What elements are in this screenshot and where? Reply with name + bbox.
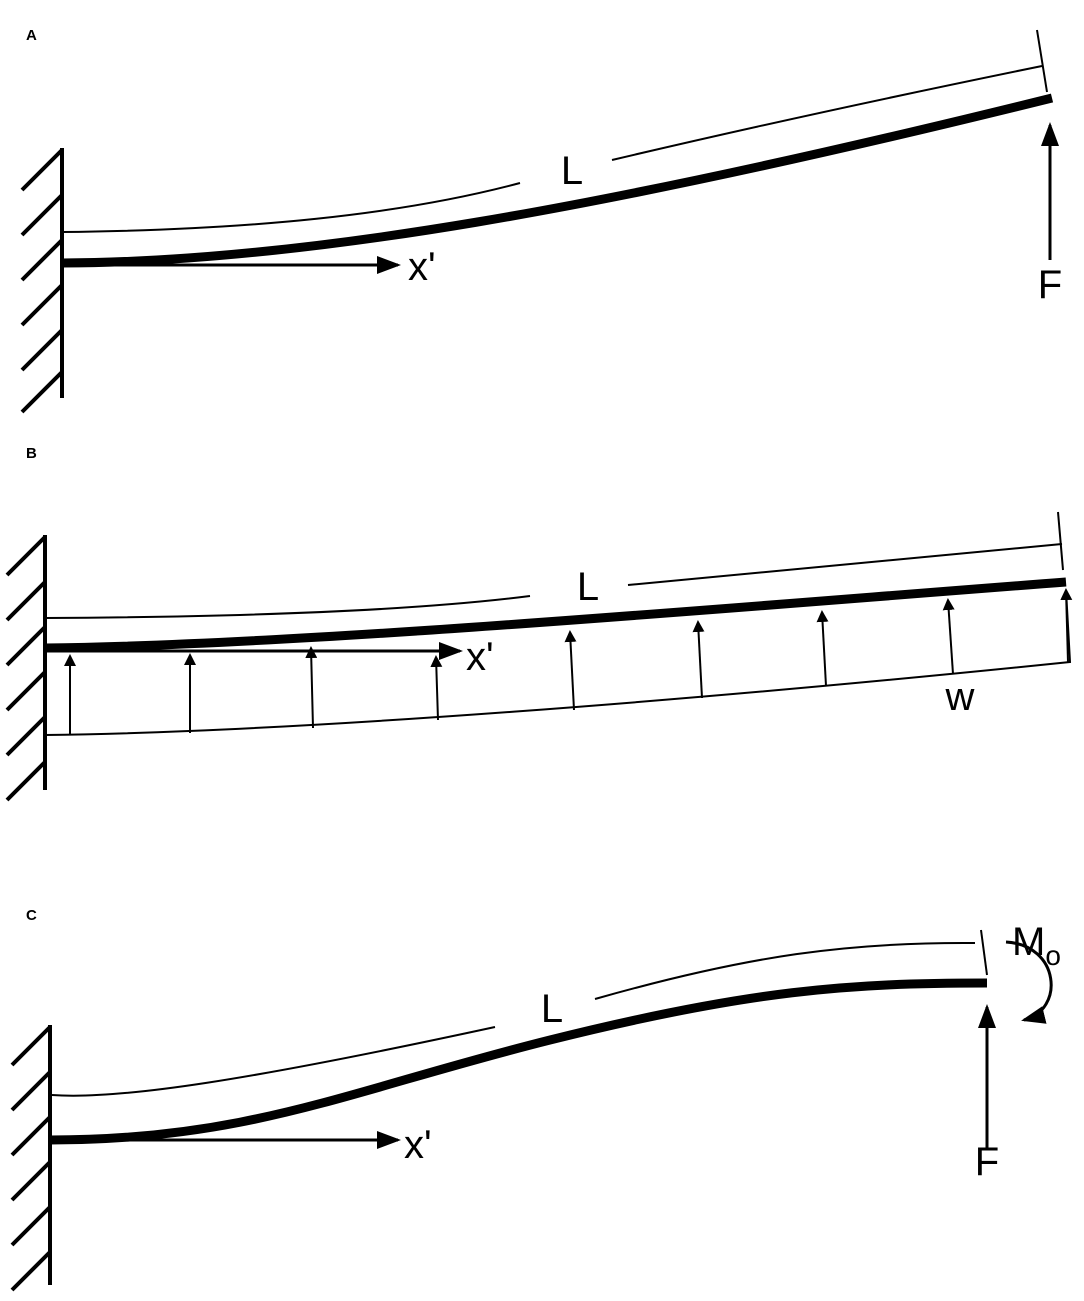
panel-label: B <box>26 445 37 462</box>
panel-c: C L x' F Mo <box>10 907 1061 1292</box>
load-arrow <box>816 610 829 687</box>
load-arrow <box>942 598 955 675</box>
moment-arrow <box>1005 940 1053 1024</box>
panel-b: B L x' w <box>5 445 1073 802</box>
length-tick <box>1057 511 1064 571</box>
panel-label: A <box>26 27 37 44</box>
load-arrow <box>692 620 705 699</box>
length-line <box>611 65 1043 161</box>
axis-label: x' <box>408 245 436 289</box>
beam <box>44 577 1067 653</box>
panel-label: C <box>26 907 37 924</box>
length-line <box>594 941 976 1000</box>
wall-hatch <box>5 535 47 802</box>
beam <box>61 93 1054 268</box>
length-line <box>61 182 521 233</box>
load-arrow <box>430 655 443 721</box>
load-arrow <box>564 630 577 711</box>
axis-label: x' <box>404 1123 432 1167</box>
length-label: L <box>561 149 583 193</box>
length-line <box>44 595 531 619</box>
length-line <box>51 1026 496 1097</box>
beam <box>49 978 988 1145</box>
force-label: F <box>1038 263 1062 307</box>
moment-subscript: o <box>1045 940 1061 971</box>
length-tick <box>980 929 988 976</box>
distributed-load <box>64 588 1073 735</box>
wall-hatch <box>10 1025 52 1292</box>
load-arrow <box>1060 588 1073 663</box>
force-label: F <box>975 1140 999 1184</box>
load-outline <box>44 589 1072 736</box>
panel-a: A L x' F <box>20 27 1062 414</box>
moment-symbol: M <box>1012 920 1045 964</box>
wall-hatch <box>20 148 64 414</box>
axis-label: x' <box>466 635 494 679</box>
length-label: L <box>577 565 599 609</box>
load-arrow <box>305 646 318 729</box>
length-label: L <box>541 987 563 1031</box>
length-tick <box>1036 29 1048 93</box>
length-line <box>627 543 1063 586</box>
load-label: w <box>945 675 975 719</box>
moment-label: Mo <box>1012 920 1061 971</box>
